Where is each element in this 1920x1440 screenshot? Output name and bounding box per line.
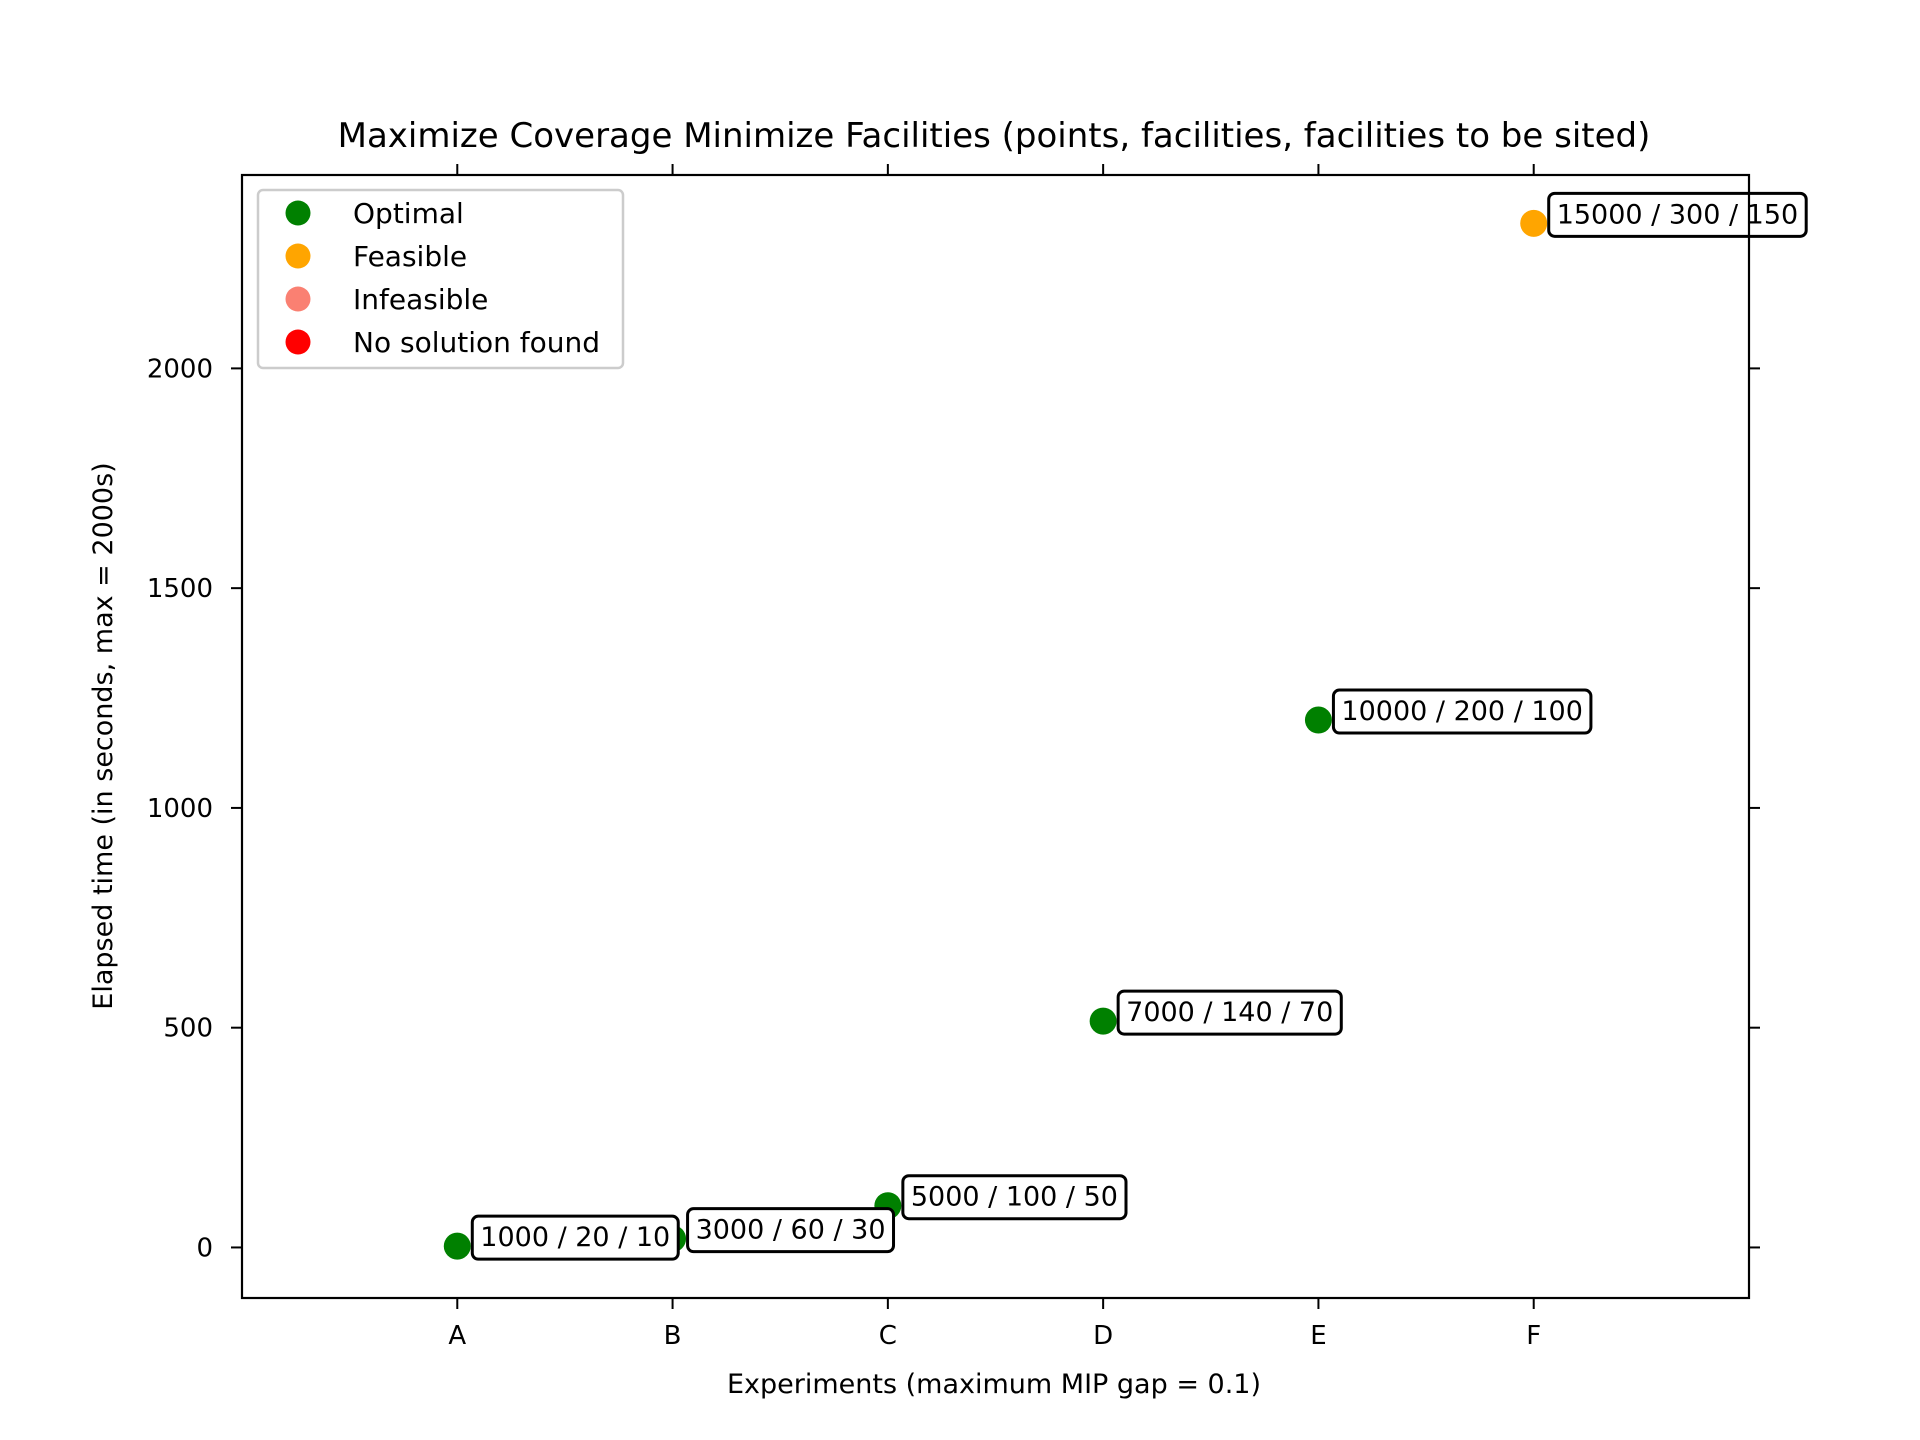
x-tick-label: F xyxy=(1526,1321,1541,1351)
data-point xyxy=(1520,209,1548,237)
annotation-label: 3000 / 60 / 30 xyxy=(696,1215,886,1246)
x-tick-label: A xyxy=(448,1321,466,1351)
annotation-box xyxy=(470,1214,680,1261)
legend-label: Infeasible xyxy=(353,283,488,316)
legend-marker xyxy=(285,286,311,312)
data-point xyxy=(443,1232,471,1260)
x-tick-label: C xyxy=(879,1321,897,1351)
legend-marker xyxy=(285,329,311,355)
y-tick-label: 2000 xyxy=(147,354,213,384)
chart-title: Maximize Coverage Minimize Facilities (p… xyxy=(338,116,1651,156)
plot-area: 1000 / 20 / 10 3000 / 60 / 30 5000 / 100 /… xyxy=(443,191,1808,1261)
y-axis-label: Elapsed time (in seconds, max = 2000s) xyxy=(88,462,119,1009)
data-point xyxy=(1304,706,1332,734)
annotation-label: 15000 / 300 / 150 xyxy=(1557,199,1798,230)
annotation-box xyxy=(1331,688,1593,735)
plot-frame xyxy=(240,173,1751,1300)
annotation-box xyxy=(1547,191,1808,238)
legend-label: Optimal xyxy=(353,197,464,230)
point-annotation: 10000 / 200 / 100 xyxy=(1331,688,1593,735)
legend-label: Feasible xyxy=(353,240,467,273)
legend: Optimal Feasible Infeasible No solution fou… xyxy=(256,188,625,370)
annotation-box xyxy=(686,1207,896,1254)
legend-marker xyxy=(285,200,311,226)
y-tick-label: 1000 xyxy=(147,794,213,824)
y-tick-label: 500 xyxy=(163,1014,213,1044)
annotation-label: 5000 / 100 / 50 xyxy=(911,1182,1118,1213)
x-tick-label: D xyxy=(1093,1321,1113,1351)
legend-box xyxy=(256,188,625,370)
annotation-box xyxy=(1116,989,1343,1036)
x-tick-label: E xyxy=(1310,1321,1326,1351)
annotation-label: 1000 / 20 / 10 xyxy=(480,1222,670,1253)
annotation-box xyxy=(901,1174,1128,1221)
y-tick-label: 0 xyxy=(196,1233,213,1263)
point-annotation: 1000 / 20 / 10 xyxy=(470,1214,680,1261)
point-annotation: 3000 / 60 / 30 xyxy=(686,1207,896,1254)
legend-label: No solution found xyxy=(353,326,600,359)
point-annotation: 5000 / 100 / 50 xyxy=(901,1174,1128,1221)
data-point xyxy=(1089,1007,1117,1035)
x-tick-label: B xyxy=(664,1321,682,1351)
y-tick-label: 1500 xyxy=(147,574,213,604)
x-axis-label: Experiments (maximum MIP gap = 0.1) xyxy=(727,1369,1261,1400)
point-annotation: 7000 / 140 / 70 xyxy=(1116,989,1343,1036)
point-annotation: 15000 / 300 / 150 xyxy=(1547,191,1808,238)
legend-marker xyxy=(285,243,311,269)
y-axis: 0 500 1000 1500 2000 xyxy=(147,354,1760,1263)
annotation-label: 7000 / 140 / 70 xyxy=(1126,997,1333,1028)
annotation-label: 10000 / 200 / 100 xyxy=(1341,696,1582,727)
x-axis: A B C D E F xyxy=(448,164,1541,1351)
